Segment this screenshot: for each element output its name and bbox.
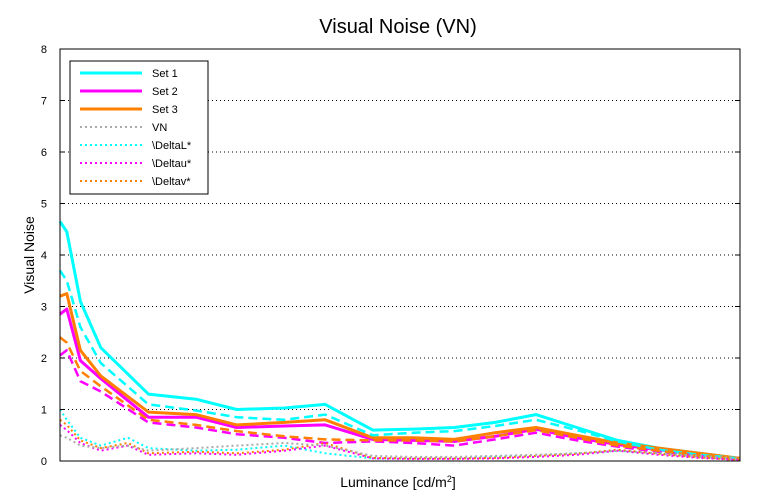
series-line-5 (59, 336, 741, 460)
y-tick-label-6: 6 (41, 147, 47, 159)
legend-label-1: Set 2 (152, 86, 178, 98)
legend: Set 1 Set 2 Set 3 VN \DeltaL* \Deltau* \Deltav… (69, 60, 209, 195)
series-line-7 (59, 424, 741, 461)
y-tick-label-7: 7 (41, 96, 47, 108)
x-axis-label-text: Luminance [cd/m (340, 474, 447, 490)
y-tick-label-0: 0 (41, 456, 47, 468)
x-axis-label-end: ] (452, 474, 456, 490)
y-tick-label-5: 5 (41, 199, 47, 211)
y-tick-label-4: 4 (41, 250, 47, 262)
y-tick-label-2: 2 (41, 353, 47, 365)
series-line-1 (59, 307, 741, 460)
chart-title: Visual Noise (VN) (319, 16, 476, 38)
legend-label-2: Set 3 (152, 104, 178, 116)
series-line-0 (58, 220, 741, 460)
legend-label-6: \Deltav* (152, 176, 191, 188)
legend-box (69, 60, 209, 195)
series-line-3 (58, 269, 741, 460)
legend-label-4: \DeltaL* (152, 140, 192, 152)
series-line-8 (59, 418, 741, 461)
legend-label-3: VN (152, 122, 167, 134)
y-tick-label-3: 3 (41, 302, 47, 314)
legend-label-5: \Deltau* (152, 158, 192, 170)
y-axis-label: Visual Noise (21, 216, 37, 294)
series-line-4 (59, 349, 741, 461)
grid-lines (60, 100, 740, 410)
series-line-2 (59, 292, 741, 460)
legend-label-0: Set 1 (152, 68, 178, 80)
x-axis-label: Luminance [cd/m2] (340, 474, 456, 490)
y-ticks: 0 1 2 3 4 5 6 7 8 (41, 44, 740, 468)
series-line-9 (59, 434, 741, 460)
y-tick-label-8: 8 (41, 44, 47, 56)
y-tick-label-1: 1 (41, 405, 47, 417)
x-axis-label-superscript: 2 (447, 474, 452, 484)
series-lines (58, 220, 741, 461)
